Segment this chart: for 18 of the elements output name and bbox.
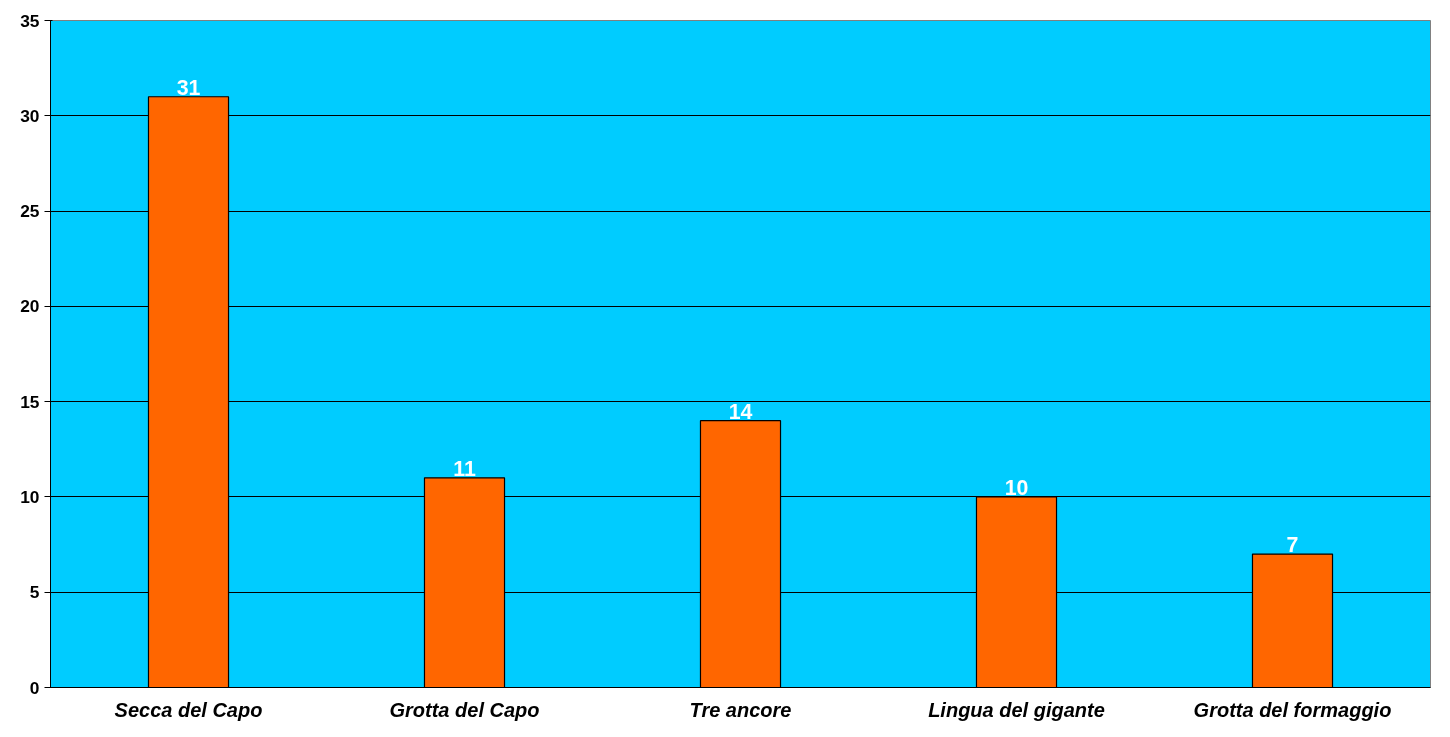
- y-tick-label: 0: [29, 677, 40, 698]
- x-tick-label: Secca del Capo: [114, 698, 263, 721]
- y-tick-label: 30: [20, 105, 40, 126]
- data-label: 10: [1004, 475, 1029, 500]
- y-tick-label: 25: [20, 201, 40, 222]
- data-label: 7: [1286, 533, 1299, 558]
- data-label: 14: [728, 399, 753, 424]
- y-tick-label: 5: [29, 582, 40, 603]
- data-label: 31: [176, 75, 201, 100]
- x-tick-label: Grotta del Capo: [389, 698, 540, 721]
- x-tick-label: Lingua del gigante: [928, 698, 1105, 721]
- y-tick-label: 15: [20, 391, 40, 412]
- x-tick-label: Grotta del formaggio: [1193, 698, 1392, 721]
- y-tick-label: 10: [20, 486, 40, 507]
- x-tick-label: Tre ancore: [689, 698, 792, 721]
- y-tick-label: 20: [20, 296, 40, 317]
- data-label: 11: [453, 456, 476, 481]
- y-tick-label: 35: [20, 10, 40, 31]
